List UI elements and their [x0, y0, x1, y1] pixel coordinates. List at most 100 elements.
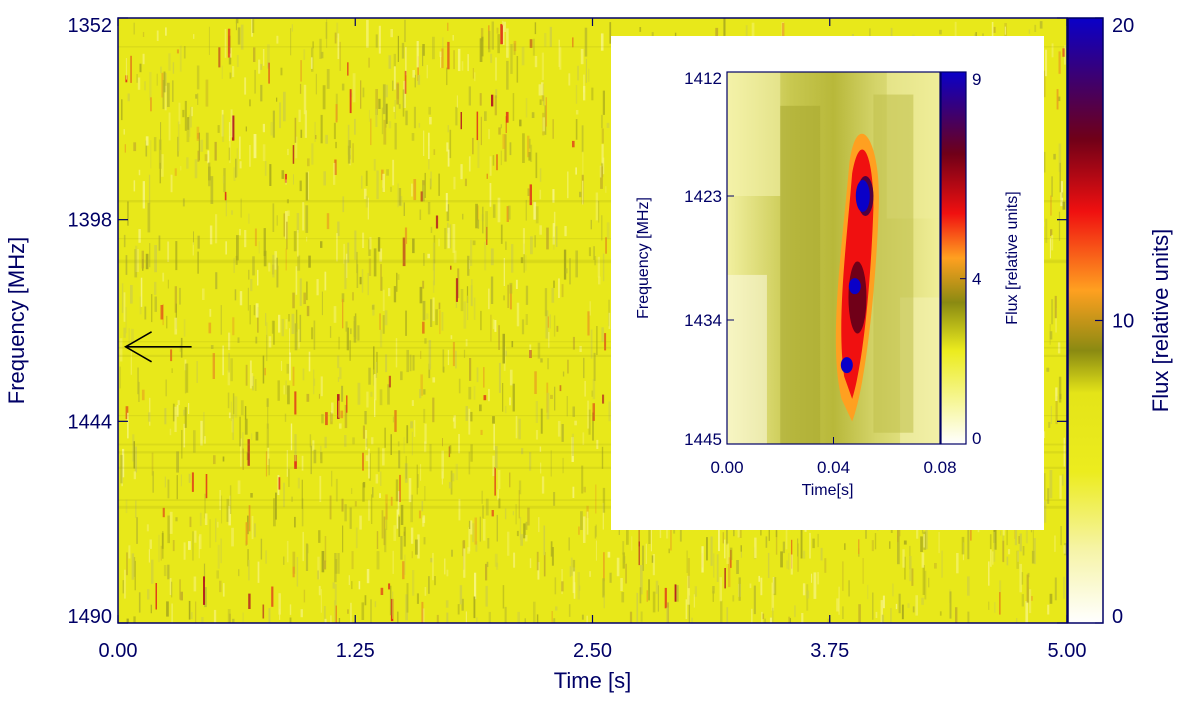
noise-streak: [160, 122, 162, 150]
noise-streak: [127, 93, 130, 102]
noise-streak: [132, 434, 135, 462]
noise-streak: [812, 538, 815, 549]
noise-streak: [323, 171, 326, 186]
noise-streak: [257, 269, 259, 286]
noise-streak: [186, 118, 190, 143]
noise-streak: [809, 532, 811, 559]
noise-band: [118, 259, 1067, 262]
noise-streak: [257, 307, 259, 333]
noise-streak: [281, 170, 285, 179]
noise-streak: [817, 572, 820, 585]
noise-streak: [305, 543, 309, 571]
noise-streak: [923, 534, 925, 548]
noise-streak: [565, 268, 568, 274]
noise-streak: [298, 329, 300, 349]
noise-streak: [291, 313, 295, 334]
noise-streak: [595, 192, 599, 221]
noise-streak: [390, 29, 393, 38]
noise-streak: [659, 526, 662, 538]
noise-streak: [126, 618, 129, 623]
noise-streak: [424, 486, 426, 501]
noise-streak: [648, 579, 650, 601]
noise-streak: [1042, 151, 1046, 173]
noise-streak: [436, 614, 439, 623]
noise-streak: [217, 544, 220, 569]
noise-streak: [1006, 522, 1008, 546]
noise-streak: [393, 53, 396, 67]
noise-streak: [207, 150, 210, 164]
noise-streak: [605, 237, 607, 254]
noise-streak: [498, 325, 500, 350]
noise-streak: [411, 551, 413, 559]
noise-streak: [842, 561, 844, 591]
noise-streak: [598, 200, 600, 223]
noise-streak: [352, 73, 356, 103]
noise-streak: [375, 34, 378, 48]
noise-streak: [897, 524, 899, 543]
noise-streak: [592, 379, 596, 400]
noise-streak: [350, 328, 352, 335]
noise-streak: [730, 549, 732, 568]
noise-streak: [167, 564, 170, 580]
noise-streak: [583, 516, 586, 543]
noise-streak: [170, 174, 173, 193]
noise-streak: [268, 336, 272, 348]
noise-streak: [225, 194, 227, 217]
noise-streak: [388, 121, 392, 129]
noise-streak: [538, 517, 540, 533]
noise-streak: [189, 114, 191, 138]
noise-streak: [367, 273, 369, 296]
noise-streak: [1031, 596, 1033, 601]
noise-streak: [172, 80, 174, 102]
noise-streak: [145, 136, 149, 146]
noise-streak: [219, 580, 222, 593]
noise-streak: [234, 289, 237, 301]
noise-streak: [272, 110, 275, 138]
noise-streak: [390, 434, 392, 455]
noise-streak: [242, 432, 244, 453]
noise-streak: [130, 55, 132, 83]
noise-streak: [373, 369, 375, 386]
noise-streak: [567, 171, 569, 199]
noise-streak: [961, 536, 965, 555]
noise-streak: [939, 29, 942, 35]
noise-streak: [1054, 577, 1057, 601]
noise-streak: [140, 277, 143, 307]
noise-streak: [452, 35, 454, 41]
noise-streak: [388, 375, 391, 388]
noise-streak: [484, 111, 487, 121]
noise-streak: [1056, 89, 1059, 110]
noise-streak: [203, 563, 206, 582]
inset-colorbar-tick-label: 4: [972, 270, 981, 289]
noise-streak: [220, 305, 222, 335]
noise-streak: [601, 327, 604, 342]
noise-streak: [351, 581, 353, 590]
noise-streak: [485, 211, 488, 240]
noise-streak: [144, 81, 146, 91]
noise-streak: [601, 215, 603, 241]
noise-streak: [433, 258, 435, 286]
noise-streak: [195, 94, 198, 99]
noise-streak: [294, 323, 298, 351]
noise-streak: [240, 24, 244, 50]
noise-streak: [133, 22, 135, 35]
noise-streak: [281, 318, 284, 337]
noise-streak: [275, 492, 277, 520]
noise-streak: [252, 19, 255, 33]
noise-streak: [329, 326, 332, 338]
noise-streak: [1032, 525, 1034, 551]
noise-streak: [912, 606, 915, 613]
noise-streak: [242, 448, 244, 470]
noise-streak: [890, 608, 892, 623]
noise-streak: [410, 421, 413, 429]
noise-streak: [994, 529, 997, 550]
noise-streak: [460, 112, 462, 130]
noise-streak: [360, 80, 362, 109]
noise-streak: [655, 580, 659, 594]
noise-streak: [313, 378, 316, 386]
noise-streak: [252, 256, 255, 276]
noise-streak: [302, 531, 304, 562]
noise-streak: [248, 505, 251, 532]
noise-streak: [121, 283, 124, 313]
